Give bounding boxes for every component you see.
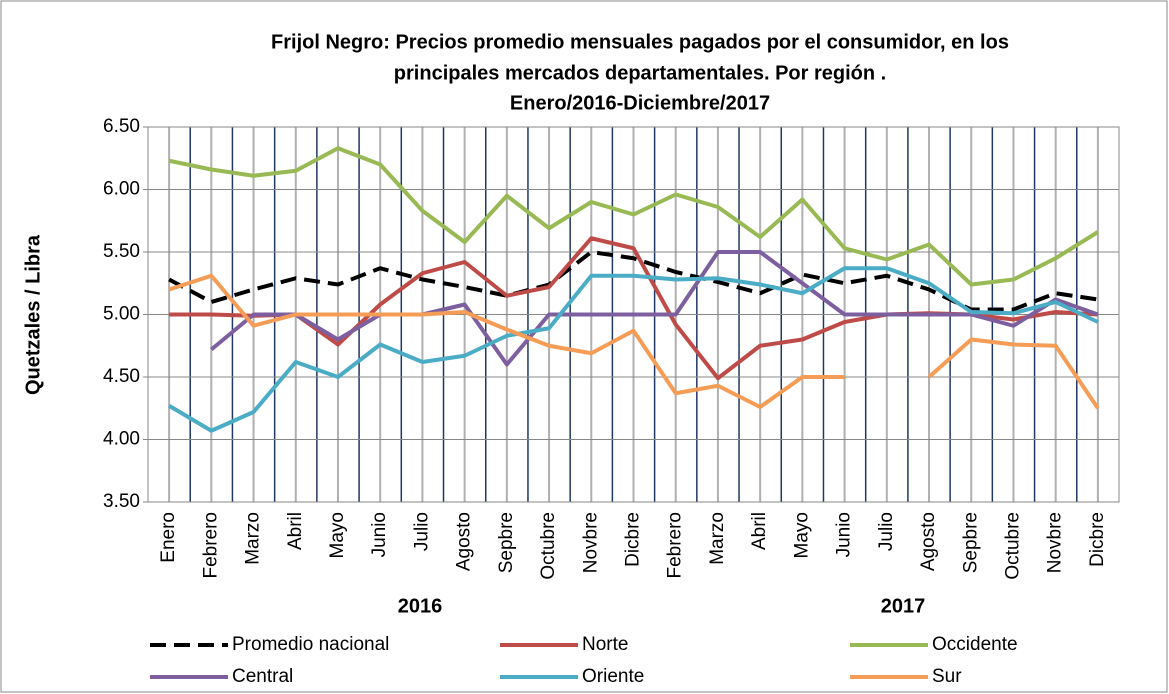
series-line — [168, 250, 1099, 312]
x-tick-label: Mayo — [791, 512, 812, 558]
series-line — [168, 266, 1099, 433]
series-line — [168, 146, 1099, 287]
x-tick-label: Julio — [876, 512, 897, 551]
y-tick-label: 6.00 — [103, 179, 140, 200]
x-tick-label: Junio — [369, 512, 390, 557]
x-tick-label: Enero — [158, 512, 179, 563]
y-tick-label: 5.00 — [103, 304, 140, 325]
x-tick-label: Agosto — [918, 512, 939, 571]
y-tick-label: 4.50 — [103, 366, 140, 387]
x-tick-label: Mayo — [327, 512, 348, 558]
x-tick-label: Abril — [285, 512, 306, 550]
x-tick-label: Marzo — [243, 512, 264, 565]
y-axis-label: Quetzales / Libra — [22, 234, 44, 395]
x-tick-label: Dicbre — [1087, 512, 1108, 567]
y-tick-label: 4.00 — [103, 429, 140, 450]
x-tick-label: Dicbre — [623, 512, 644, 567]
x-tick-label: Sepbre — [960, 512, 981, 573]
y-tick-label: 6.50 — [103, 116, 140, 137]
x-tick-label: Febrero — [200, 512, 221, 579]
x-tick-label: Julio — [411, 512, 432, 551]
legend-label: Promedio nacional — [232, 634, 389, 655]
x-tick-label: Febrero — [665, 512, 686, 579]
x-tick-label: Marzo — [707, 512, 728, 565]
year-label: 2017 — [881, 595, 926, 617]
legend-label: Oriente — [582, 666, 644, 687]
y-tick-label: 5.50 — [103, 241, 140, 262]
legend-label: Central — [232, 666, 293, 687]
chart-title: Enero/2016-Diciembre/2017 — [510, 92, 770, 114]
x-tick-label: Abril — [749, 512, 770, 550]
x-tick-label: Sepbre — [496, 512, 517, 573]
x-tick-label: Agosto — [454, 512, 475, 571]
x-tick-label: Junio — [834, 512, 855, 557]
x-tick-label: Octubre — [538, 512, 559, 580]
series-line — [168, 273, 1100, 410]
x-tick-label: Octubre — [1002, 512, 1023, 580]
y-tick-label: 3.50 — [103, 491, 140, 512]
legend-label: Norte — [582, 634, 628, 655]
legend-label: Occidente — [932, 634, 1018, 655]
series-line — [210, 250, 1099, 367]
x-tick-label: Novbre — [1045, 512, 1066, 573]
legend-label: Sur — [932, 666, 962, 687]
chart-title: Frijol Negro: Precios promedio mensuales… — [271, 31, 1009, 53]
chart-title: principales mercados departamentales. Po… — [394, 62, 886, 84]
year-label: 2016 — [398, 595, 443, 617]
x-tick-label: Novbre — [580, 512, 601, 573]
